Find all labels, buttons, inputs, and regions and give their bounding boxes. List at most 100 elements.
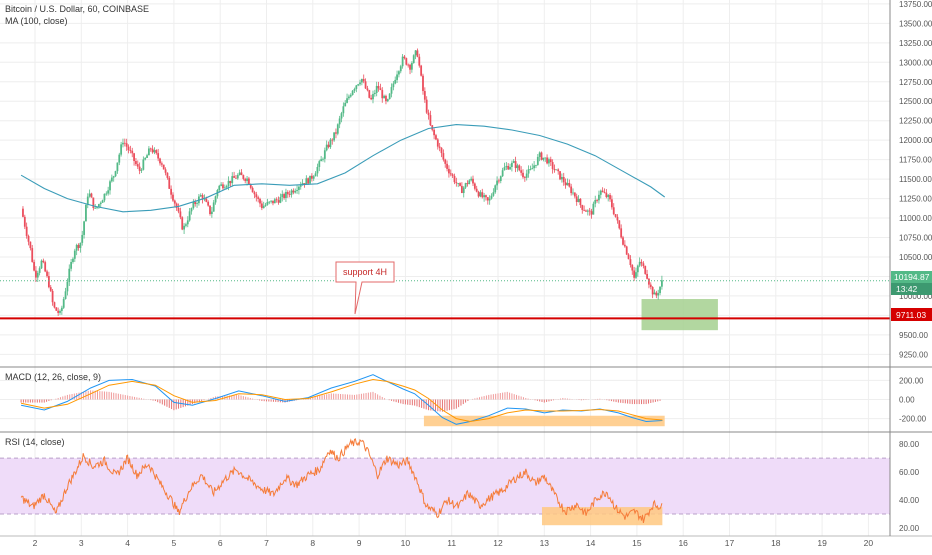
candle-body — [351, 90, 354, 95]
candle-body — [529, 169, 532, 170]
candle-body — [340, 113, 343, 119]
candle-body — [425, 99, 428, 113]
macd-tick-label: 0.00 — [899, 396, 915, 405]
candle-body — [657, 293, 660, 296]
rsi-indicator-label[interactable]: RSI (14, close) — [5, 437, 65, 447]
candle-body — [412, 55, 415, 64]
candle-body — [127, 146, 130, 151]
candle-body — [403, 56, 406, 59]
candle-body — [420, 65, 423, 76]
candle-body — [661, 280, 663, 287]
candle-body — [57, 310, 60, 313]
candle-body — [172, 194, 174, 201]
candle-body — [120, 144, 123, 155]
support-price-bg — [891, 308, 932, 321]
candle-body — [605, 192, 608, 198]
candle-body — [112, 176, 115, 178]
candle-body — [109, 181, 111, 191]
candle-body — [144, 157, 147, 160]
candle-body — [196, 203, 198, 205]
candle-body — [638, 261, 641, 266]
candle-body — [353, 88, 356, 91]
candle-body — [510, 162, 513, 167]
candle-body — [133, 153, 135, 162]
candle-body — [370, 97, 373, 100]
candle-body — [238, 172, 241, 175]
candle-body — [486, 197, 489, 201]
candle-body — [464, 183, 467, 188]
candle-body — [51, 290, 54, 303]
candle-body — [292, 190, 295, 193]
candle-body — [164, 169, 167, 173]
candle-body — [99, 202, 102, 205]
candle-body — [270, 200, 273, 202]
price-tick-label: 10000.00 — [899, 292, 932, 301]
price-tick-label: 10750.00 — [899, 234, 932, 243]
candle-body — [116, 162, 119, 172]
candle-body — [146, 155, 148, 158]
highlight-zones — [423, 299, 718, 526]
candle-body — [514, 161, 517, 169]
candle-body — [579, 198, 582, 206]
candle-body — [594, 199, 597, 204]
candle-body — [503, 167, 506, 171]
candle-body — [472, 178, 474, 184]
ma-indicator-label[interactable]: MA (100, close) — [5, 16, 68, 26]
candle-body — [410, 63, 413, 70]
candle-body — [59, 310, 61, 313]
candle-body — [359, 82, 361, 85]
candle-body — [542, 157, 545, 160]
candle-body — [348, 96, 350, 99]
candle-body — [36, 272, 39, 278]
candle-body — [147, 148, 150, 156]
candle-body — [266, 202, 269, 205]
candle-body — [418, 56, 421, 66]
candle-body — [560, 177, 563, 180]
candle-body — [362, 78, 365, 82]
x-tick-label: 14 — [586, 538, 596, 548]
candle-body — [614, 214, 617, 217]
candle-body — [55, 307, 58, 311]
candle-body — [64, 291, 67, 299]
candle-body — [170, 188, 173, 195]
candle-body — [442, 153, 445, 160]
callout-text: support 4H — [343, 267, 387, 277]
candle-body — [249, 184, 252, 188]
support-price-value: 9711.03 — [896, 310, 926, 320]
candle-body — [186, 220, 189, 225]
candle-body — [88, 193, 91, 197]
candle-body — [596, 199, 598, 201]
candle-body — [633, 270, 636, 278]
candle-body — [44, 262, 47, 272]
x-tick-label: 17 — [725, 538, 735, 548]
candle-body — [492, 192, 495, 196]
candle-body — [129, 150, 132, 151]
candle-body — [375, 85, 378, 93]
x-tick-label: 10 — [401, 538, 411, 548]
candle-body — [610, 199, 613, 208]
candle-body — [251, 187, 254, 193]
candle-body — [398, 71, 400, 75]
support-callout[interactable]: support 4H — [335, 261, 395, 315]
rsi-band — [0, 458, 890, 515]
candle-body — [244, 178, 247, 182]
candle-body — [155, 150, 158, 154]
macd-indicator-label[interactable]: MACD (12, 26, close, 9) — [5, 372, 101, 382]
candle-body — [114, 171, 117, 177]
candle-body — [185, 224, 187, 226]
candle-body — [366, 88, 369, 91]
candle-body — [585, 210, 587, 212]
candle-body — [336, 124, 339, 134]
candle-body — [549, 159, 552, 163]
candle-body — [209, 205, 211, 214]
candle-body — [459, 183, 461, 186]
price-tick-label: 12250.00 — [899, 117, 932, 126]
last-price-value: 10194.87 — [894, 272, 930, 282]
price-tick-label: 10500.00 — [899, 253, 932, 262]
candle-body — [381, 90, 384, 99]
candle-body — [507, 165, 510, 170]
candle-body — [388, 93, 391, 100]
candle-body — [338, 118, 341, 125]
